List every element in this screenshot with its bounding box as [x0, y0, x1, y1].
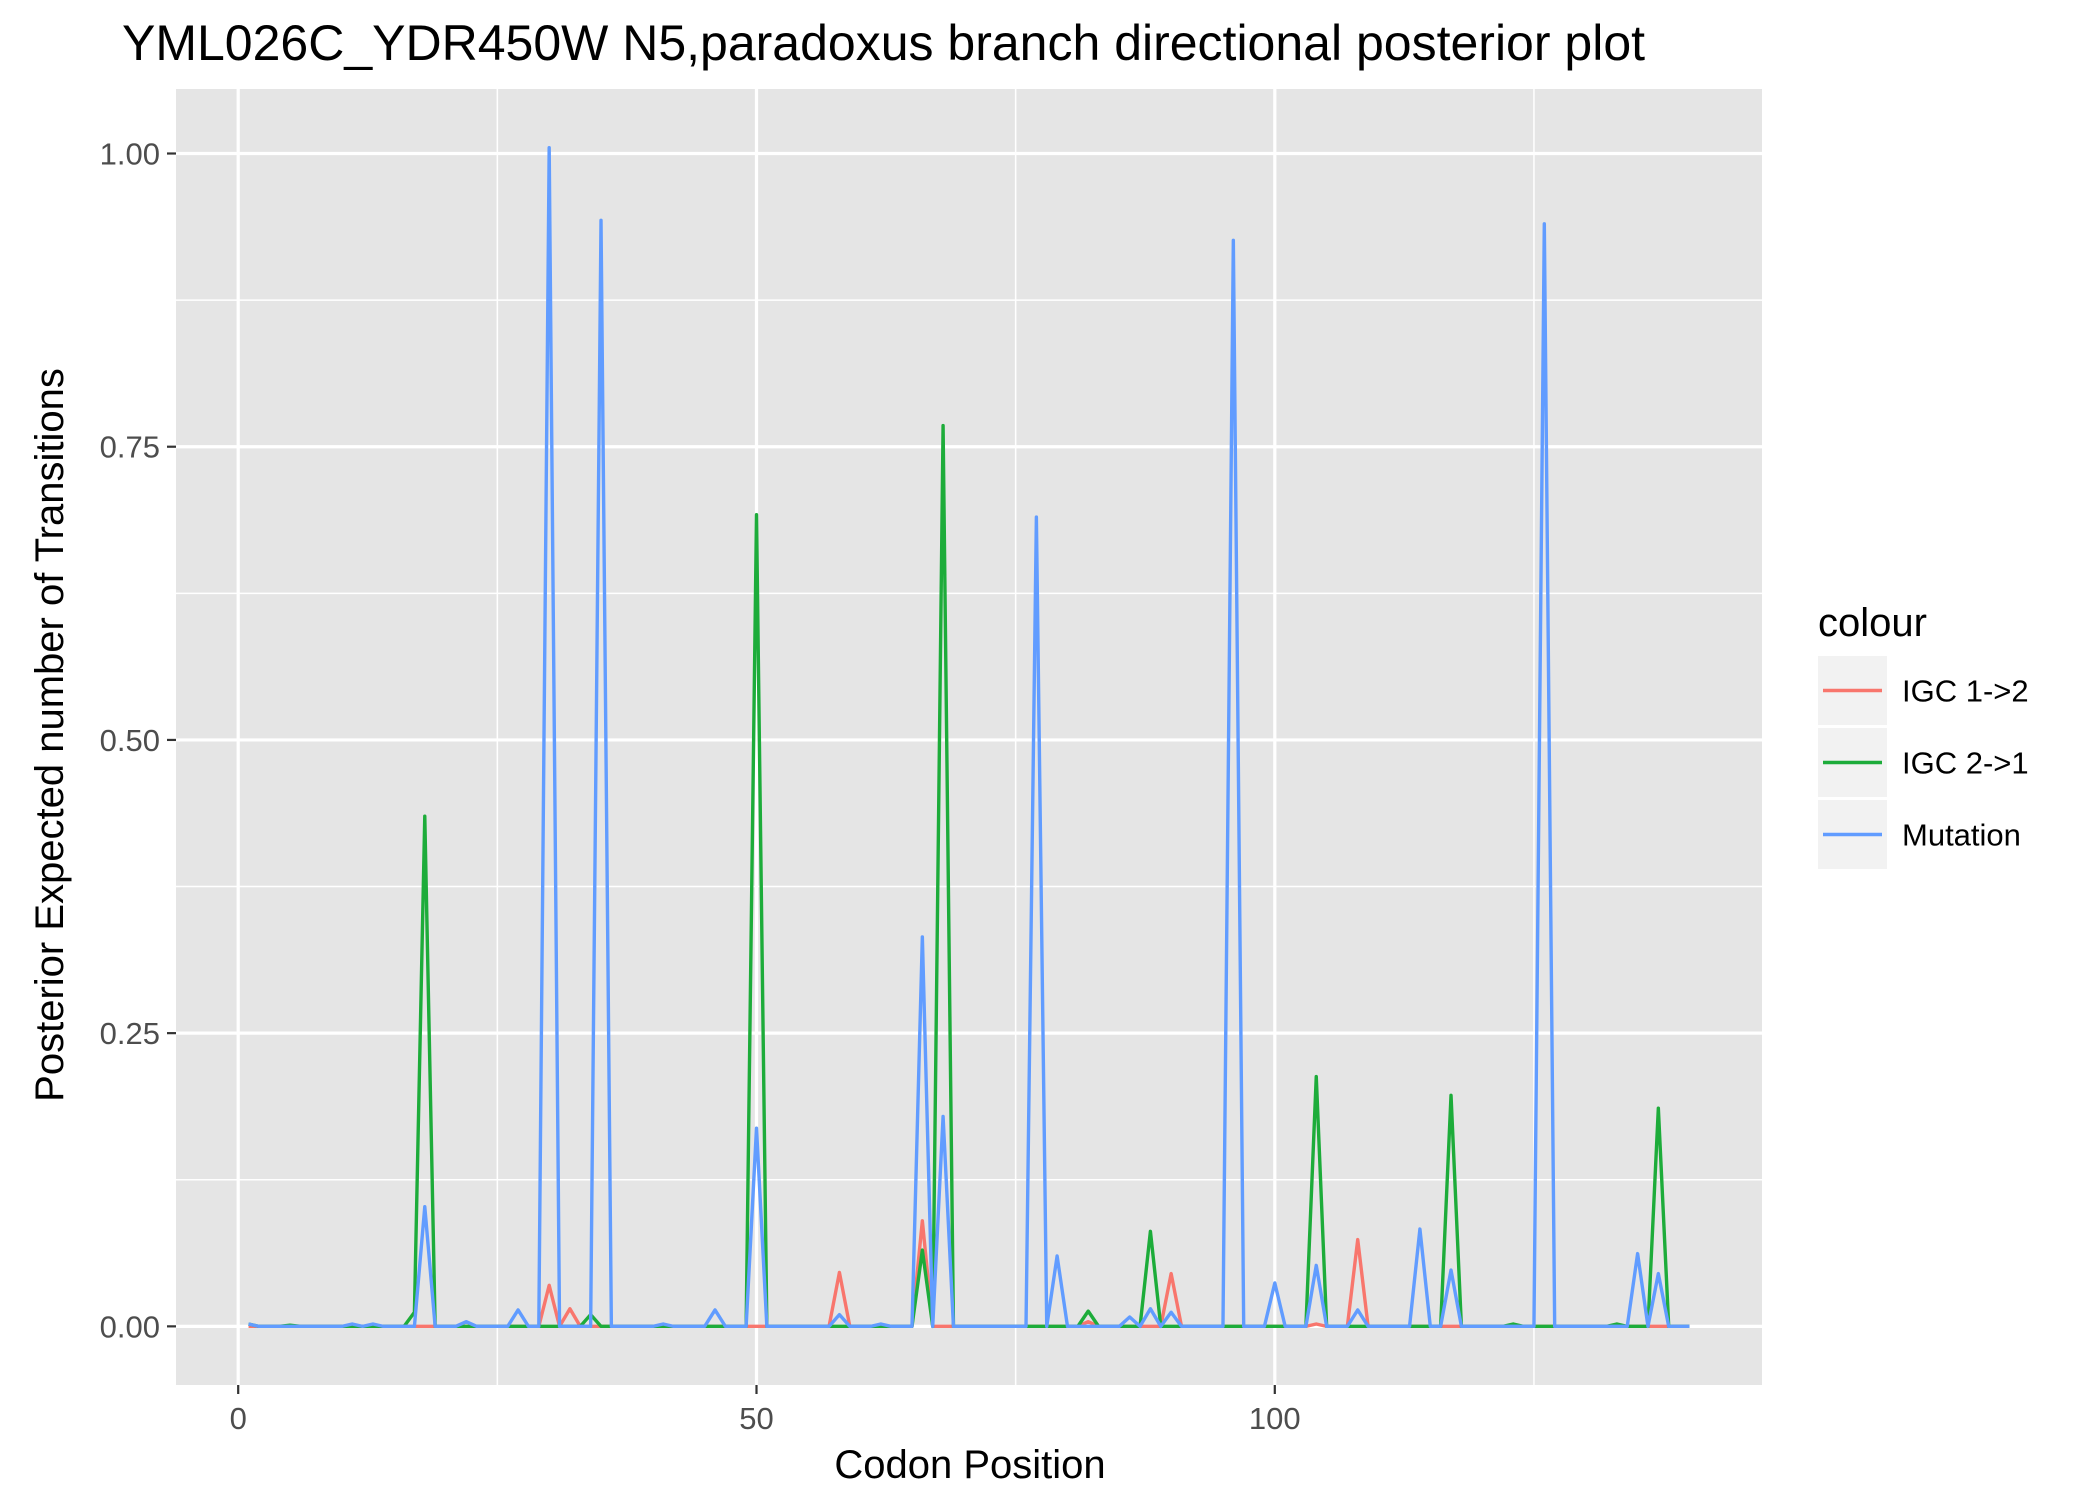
- series-lines: [248, 145, 1690, 1329]
- y-tick-label: 0.75: [100, 430, 160, 465]
- x-tick-labels: 0 50 100: [230, 1401, 1301, 1436]
- legend: colour IGC 1->2 IGC 2->1 Mutation: [1818, 601, 2029, 869]
- legend-label: IGC 1->2: [1902, 674, 2029, 709]
- legend-label: IGC 2->1: [1902, 746, 2029, 781]
- x-tick-label: 100: [1249, 1401, 1301, 1436]
- legend-title: colour: [1818, 601, 1927, 645]
- x-tick-label: 0: [230, 1401, 247, 1436]
- legend-label: Mutation: [1902, 818, 2021, 853]
- x-axis-title: Codon Position: [834, 1443, 1105, 1487]
- y-tick-label: 0.50: [100, 723, 160, 758]
- y-axis-title: Posterior Expected number of Transitions: [28, 368, 72, 1102]
- series-line-3: [248, 145, 1690, 1329]
- y-tick-label: 1.00: [100, 137, 160, 172]
- axis-ticks: [167, 152, 1276, 1394]
- y-tick-label: 0.00: [100, 1309, 160, 1344]
- chart-title: YML026C_YDR450W N5,paradoxus branch dire…: [122, 15, 1645, 71]
- legend-items: IGC 1->2 IGC 2->1 Mutation: [1818, 656, 2029, 869]
- plot-panel: [176, 89, 1762, 1385]
- y-tick-labels: 0.00 0.25 0.50 0.75 1.00: [100, 137, 160, 1345]
- y-tick-label: 0.25: [100, 1016, 160, 1051]
- x-tick-label: 50: [739, 1401, 773, 1436]
- minor-gridlines: [176, 89, 1762, 1385]
